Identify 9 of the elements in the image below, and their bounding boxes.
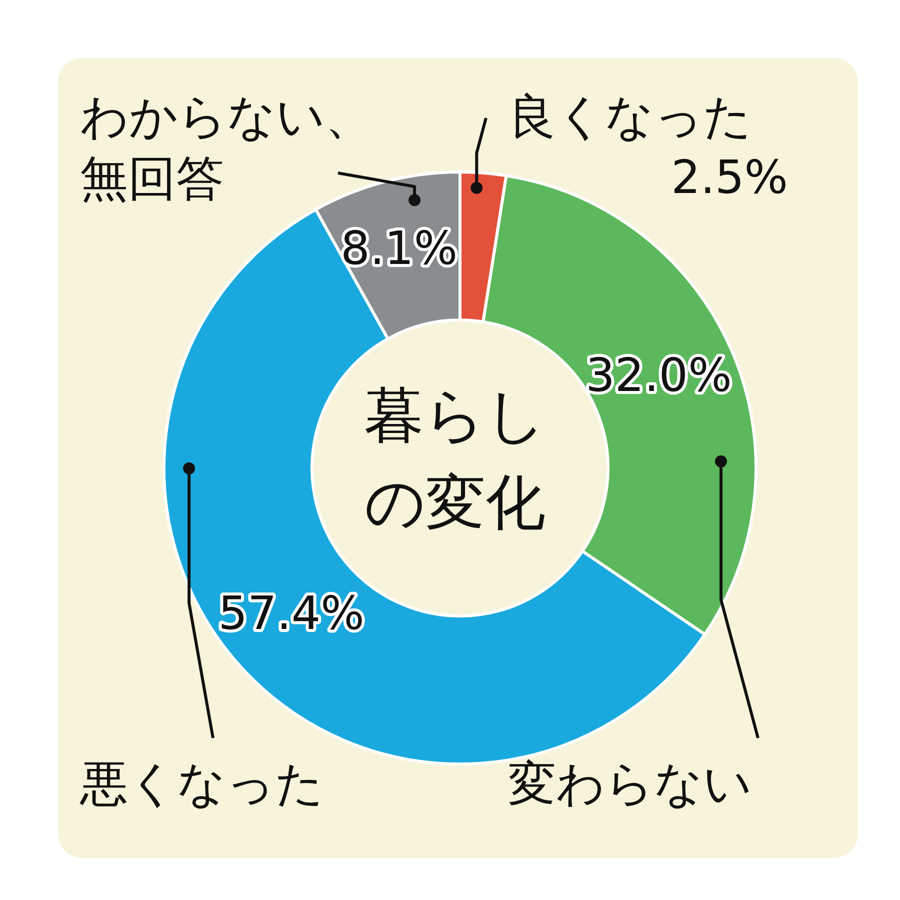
slice-label: 悪くなった	[80, 755, 325, 814]
data-label: 2.5%	[670, 149, 789, 206]
data-label: 32.0%	[586, 348, 732, 402]
text: 暮らしの変化	[363, 380, 547, 540]
slice-label: 変わらない	[508, 755, 753, 814]
slice-label: わからない、無回答	[80, 88, 374, 210]
data-label: 57.4%	[218, 586, 364, 640]
slice-label: 良くなった	[508, 88, 753, 147]
data-label: 8.1%	[340, 221, 458, 276]
